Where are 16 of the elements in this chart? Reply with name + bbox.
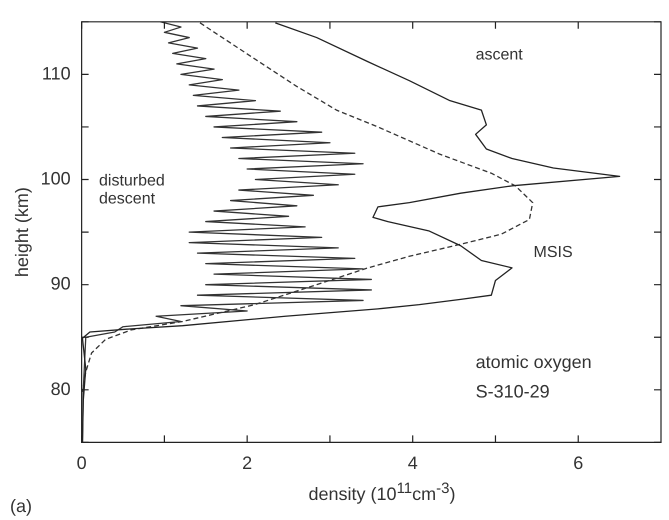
y-tick-label: 110 xyxy=(42,63,71,84)
y-tick-label: 80 xyxy=(50,378,71,399)
y-tick-label: 100 xyxy=(40,168,71,188)
x-tick-label: 6 xyxy=(573,453,584,474)
legend-label: ascent xyxy=(476,46,524,64)
y-axis-title: height (km) xyxy=(12,187,32,278)
annotation: S-310-29 xyxy=(476,381,550,402)
x-tick-label: 4 xyxy=(408,453,418,474)
series-label: MSIS xyxy=(534,244,573,262)
x-axis-title: density (10$^{11}$cm$^{-3}$) xyxy=(308,480,456,505)
annotation: atomic oxygen xyxy=(476,352,592,372)
y-tick-label: 90 xyxy=(50,274,71,294)
text: disturbed descent xyxy=(99,172,165,208)
x-tick-label: 0 xyxy=(76,453,87,474)
x-tick-label: 2 xyxy=(242,453,252,474)
text: (a) xyxy=(10,496,32,516)
